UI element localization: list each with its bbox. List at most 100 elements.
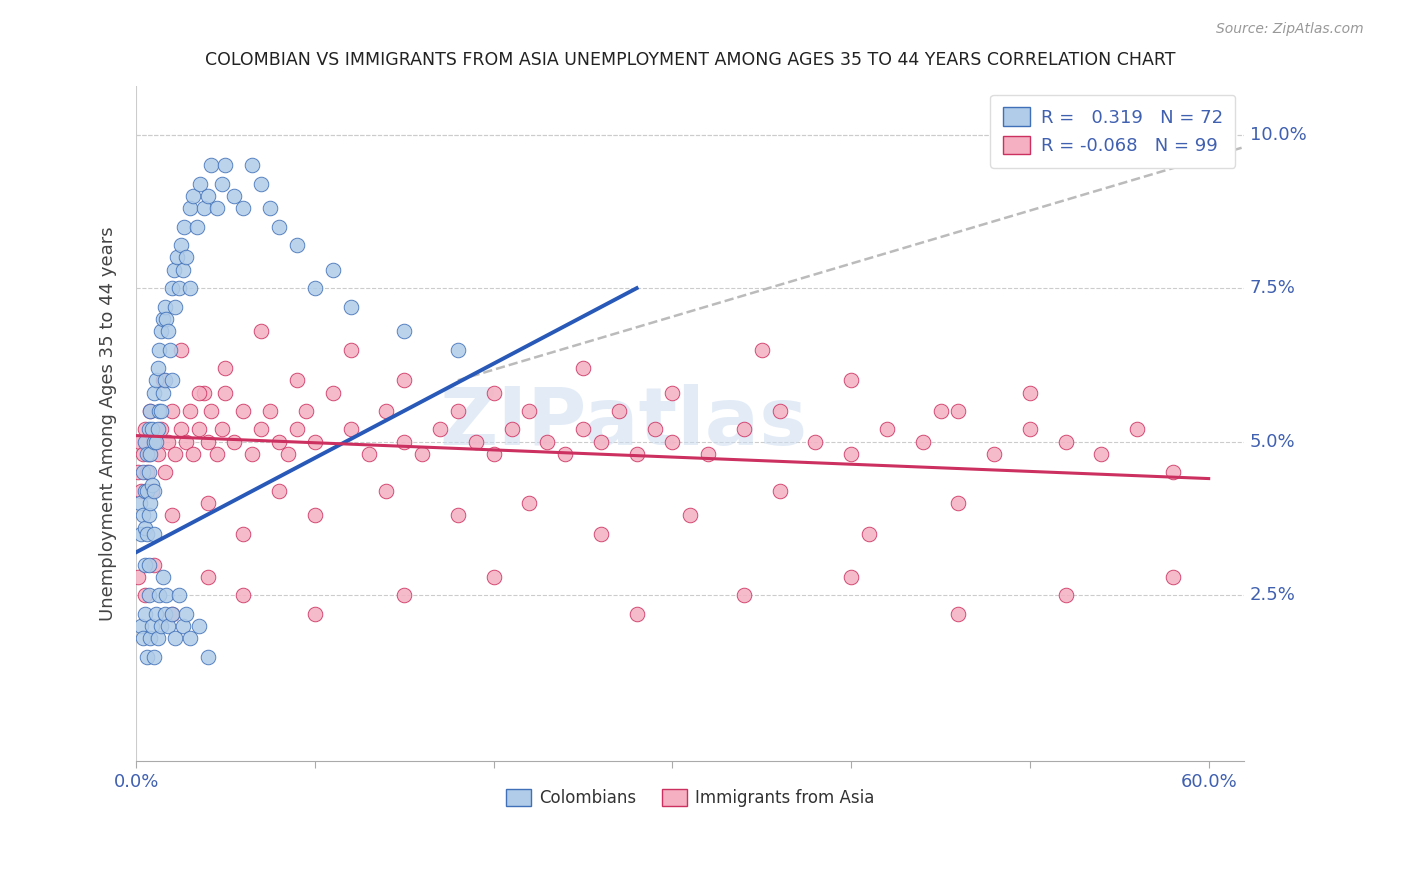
Point [187, 385, 209, 400]
Point [858, 526, 880, 541]
Point [501, 422, 523, 436]
Point [482, 385, 505, 400]
Point [153, 373, 176, 387]
Point [179, 281, 201, 295]
Point [197, 649, 219, 664]
Point [186, 219, 208, 234]
Point [394, 588, 416, 602]
Point [304, 607, 326, 621]
Point [150, 404, 173, 418]
Point [157, 324, 180, 338]
Point [626, 607, 648, 621]
Point [138, 588, 160, 602]
Point [214, 158, 236, 172]
Point [128, 434, 150, 449]
Point [152, 312, 174, 326]
Point [138, 466, 160, 480]
Point [536, 434, 558, 449]
Point [447, 404, 470, 418]
Point [146, 361, 169, 376]
Point [644, 422, 666, 436]
Point [148, 343, 170, 357]
Point [132, 632, 155, 646]
Point [167, 281, 190, 295]
Point [139, 496, 162, 510]
Point [482, 570, 505, 584]
Point [131, 483, 153, 498]
Point [447, 343, 470, 357]
Point [170, 238, 193, 252]
Point [269, 483, 291, 498]
Point [141, 619, 163, 633]
Point [375, 483, 398, 498]
Point [179, 202, 201, 216]
Point [769, 404, 792, 418]
Point [375, 404, 398, 418]
Point [173, 219, 195, 234]
Point [572, 422, 595, 436]
Point [464, 434, 486, 449]
Point [139, 447, 162, 461]
Point [214, 361, 236, 376]
Point [134, 607, 156, 621]
Point [152, 373, 174, 387]
Point [285, 238, 308, 252]
Point [911, 434, 934, 449]
Point [146, 447, 169, 461]
Point [143, 434, 166, 449]
Point [141, 483, 163, 498]
Legend: Colombians, Immigrants from Asia: Colombians, Immigrants from Asia [499, 782, 882, 814]
Point [269, 219, 291, 234]
Point [322, 385, 344, 400]
Point [259, 202, 281, 216]
Point [134, 588, 156, 602]
Point [181, 189, 204, 203]
Point [187, 619, 209, 633]
Point [160, 404, 183, 418]
Point [626, 447, 648, 461]
Point [138, 558, 160, 572]
Point [733, 588, 755, 602]
Point [751, 343, 773, 357]
Point [157, 434, 180, 449]
Point [150, 324, 173, 338]
Point [197, 570, 219, 584]
Point [214, 385, 236, 400]
Point [197, 496, 219, 510]
Point [160, 281, 183, 295]
Point [394, 324, 416, 338]
Point [143, 434, 166, 449]
Point [139, 404, 162, 418]
Point [224, 434, 246, 449]
Point [1019, 422, 1042, 436]
Point [1126, 422, 1149, 436]
Point [200, 404, 222, 418]
Point [145, 373, 167, 387]
Point [139, 632, 162, 646]
Point [572, 361, 595, 376]
Point [948, 404, 970, 418]
Point [146, 632, 169, 646]
Point [135, 483, 157, 498]
Point [170, 422, 193, 436]
Point [232, 588, 254, 602]
Point [172, 262, 194, 277]
Point [554, 447, 576, 461]
Point [250, 177, 273, 191]
Point [166, 251, 188, 265]
Point [160, 508, 183, 523]
Point [804, 434, 827, 449]
Point [170, 343, 193, 357]
Point [150, 422, 173, 436]
Point [143, 483, 166, 498]
Point [197, 434, 219, 449]
Point [153, 607, 176, 621]
Point [250, 324, 273, 338]
Point [143, 385, 166, 400]
Point [134, 483, 156, 498]
Point [179, 632, 201, 646]
Point [232, 526, 254, 541]
Point [134, 558, 156, 572]
Point [589, 526, 612, 541]
Point [139, 404, 162, 418]
